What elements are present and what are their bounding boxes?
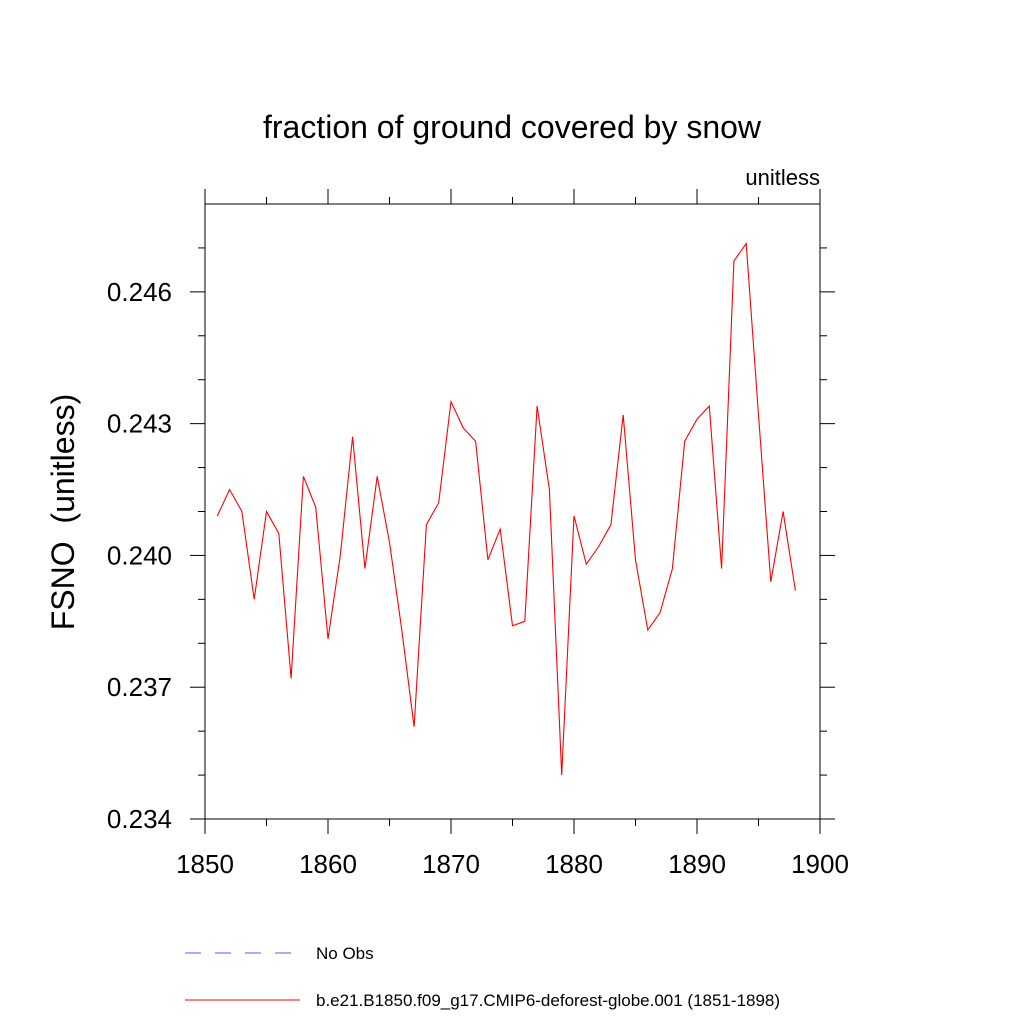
series-layer: [216, 241, 796, 776]
chart-title: fraction of ground covered by snow: [263, 109, 762, 145]
units-label: unitless: [745, 165, 820, 190]
series-line-0: [216, 241, 796, 776]
y-tick-label: 0.243: [107, 409, 172, 439]
x-tick-label: 1880: [545, 849, 603, 879]
legend-label-no-obs: No Obs: [316, 944, 374, 963]
tick-labels: 1850 1860 1870 1880 1890 1900 0.234 0.237 0.240 0…: [107, 277, 849, 879]
x-tick-label: 1870: [422, 849, 480, 879]
y-tick-label: 0.234: [107, 804, 172, 834]
y-tick-label: 0.246: [107, 277, 172, 307]
plot-frame: [204, 203, 821, 820]
y-tick-label: 0.240: [107, 540, 172, 570]
y-axis-label: FSNO (unitless): [45, 394, 81, 630]
legend-label-model: b.e21.B1850.f09_g17.CMIP6-deforest-globe…: [316, 991, 780, 1010]
x-tick-label: 1900: [791, 849, 849, 879]
legend: No Obs b.e21.B1850.f09_g17.CMIP6-defores…: [185, 944, 780, 1010]
x-tick-label: 1890: [668, 849, 726, 879]
y-tick-label: 0.237: [107, 672, 172, 702]
axis-ticks: [190, 189, 835, 834]
x-tick-label: 1850: [176, 849, 234, 879]
x-tick-label: 1860: [299, 849, 357, 879]
